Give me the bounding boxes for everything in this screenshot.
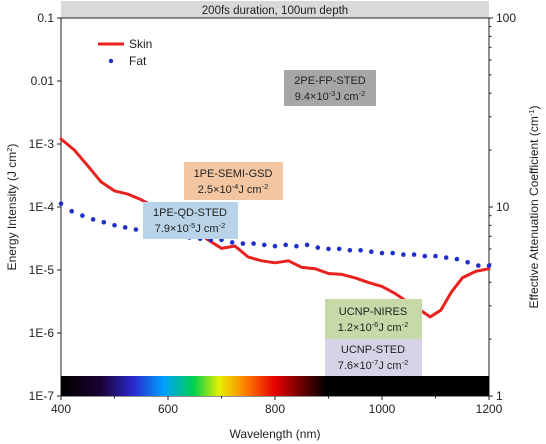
series-fat-point <box>358 248 363 253</box>
annotation-nires-box <box>325 299 422 339</box>
series-fat-point <box>476 263 481 268</box>
series-fat-point <box>283 242 289 248</box>
y-right-tick-label: 1 <box>496 389 503 403</box>
x-tick-label: 600 <box>158 402 178 416</box>
chart-header: 200fs duration, 100um depth <box>202 5 348 17</box>
annotation-qd-title: 1PE-QD-STED <box>153 207 227 219</box>
annotation-qd-box <box>143 202 238 239</box>
series-fat-point <box>369 249 374 254</box>
series-fat-point <box>229 240 235 245</box>
legend: Skin Fat <box>98 37 152 68</box>
series-fat-point <box>304 242 310 248</box>
legend-skin-label: Skin <box>129 37 152 51</box>
y-left-tick-label: 1E-5 <box>29 263 55 277</box>
series-fat-point <box>326 246 331 252</box>
x-axis-title: Wavelength (nm) <box>230 427 321 441</box>
series-fat-point <box>454 256 460 262</box>
y-left-tick-label: 0.1 <box>37 11 54 25</box>
series-fat-point <box>112 223 117 228</box>
series-fat-point <box>336 246 342 252</box>
series-skin-line <box>59 137 491 319</box>
annotation-ucnp-value: 7.6×10-7J cm-2 <box>338 358 409 372</box>
series-fat-point <box>465 260 470 265</box>
series-fat-point <box>390 250 396 256</box>
y-right-tick-label: 100 <box>496 11 516 25</box>
series-fat-point <box>122 225 128 230</box>
series-fat-point <box>422 253 428 259</box>
series-fat-point <box>58 201 64 207</box>
y-axis-left-title: Energy Intensity (J cm2) <box>5 144 19 271</box>
series-fat-point <box>294 243 299 249</box>
y-left-tick-label: 1E-3 <box>29 137 55 151</box>
annotation-qd: 1PE-QD-STED 7.9×10-5J cm-2 <box>143 202 238 239</box>
annotation-ucnp: UCNP-STED 7.6×10-7J cm-2 <box>325 339 422 376</box>
y-axis-right-title: Effective Attenuation Coefficient (cm-1) <box>527 106 541 309</box>
series-fat-point <box>80 213 85 218</box>
series-fat-point <box>262 242 267 248</box>
legend-fat-swatch <box>108 58 114 64</box>
series-fat-point <box>101 220 107 225</box>
annotation-semi-box <box>184 162 283 200</box>
series-fat-point <box>133 227 139 232</box>
annotation-qd-value: 7.9×10-5J cm-2 <box>155 221 226 235</box>
series-fat-point <box>315 245 321 250</box>
x-tick-label: 1200 <box>476 402 503 416</box>
axes: 400 600 800 1000 1200 0.1 0.01 1E-3 1E-4 1E-5 1E-6… <box>29 11 517 416</box>
y-left-tick-label: 0.01 <box>31 74 55 88</box>
series-fat-point <box>433 253 438 259</box>
series-fat-point <box>401 252 406 257</box>
series-fat-point <box>347 248 353 253</box>
series-fat-point <box>272 243 278 249</box>
annotation-fp-value: 9.4×10-3J cm-2 <box>295 89 366 103</box>
series-fat-point <box>251 241 256 246</box>
series-fat-point <box>486 263 492 268</box>
annotation-nires-value: 1.2×10-6J cm-2 <box>338 320 409 334</box>
series-fat-point <box>90 217 96 222</box>
series-fat-point <box>379 250 385 256</box>
annotation-semi-value: 2.5×10-4J cm-2 <box>198 182 269 196</box>
annotation-nires-title: UCNP-NIRES <box>339 306 407 318</box>
y-left-tick-label: 1E-7 <box>29 389 55 403</box>
legend-fat-label: Fat <box>129 54 147 68</box>
y-right-tick-label: 10 <box>496 200 510 214</box>
annotation-fp-title: 2PE-FP-STED <box>294 75 366 87</box>
annotation-semi-title: 1PE-SEMI-GSD <box>194 168 273 180</box>
series-fat-point <box>443 255 449 260</box>
annotation-ucnp-box <box>325 339 422 376</box>
series-fat-point <box>411 252 417 257</box>
series-fat-point <box>69 208 74 214</box>
y-left-tick-label: 1E-4 <box>29 200 55 214</box>
x-tick-label: 1000 <box>369 402 396 416</box>
annotation-fp: 2PE-FP-STED 9.4×10-3J cm-2 <box>284 70 376 106</box>
y-left-tick-label: 1E-6 <box>29 326 55 340</box>
spectrum-bar <box>61 376 489 396</box>
annotation-fp-box <box>284 70 376 106</box>
series-fat-point <box>240 241 246 246</box>
annotation-nires: UCNP-NIRES 1.2×10-6J cm-2 <box>325 299 422 339</box>
annotation-ucnp-title: UCNP-STED <box>341 344 405 356</box>
x-tick-label: 400 <box>51 402 71 416</box>
plot-frame <box>60 17 490 397</box>
annotation-semi: 1PE-SEMI-GSD 2.5×10-4J cm-2 <box>184 162 283 200</box>
x-tick-label: 800 <box>265 402 285 416</box>
chart-header-bar <box>61 1 489 18</box>
